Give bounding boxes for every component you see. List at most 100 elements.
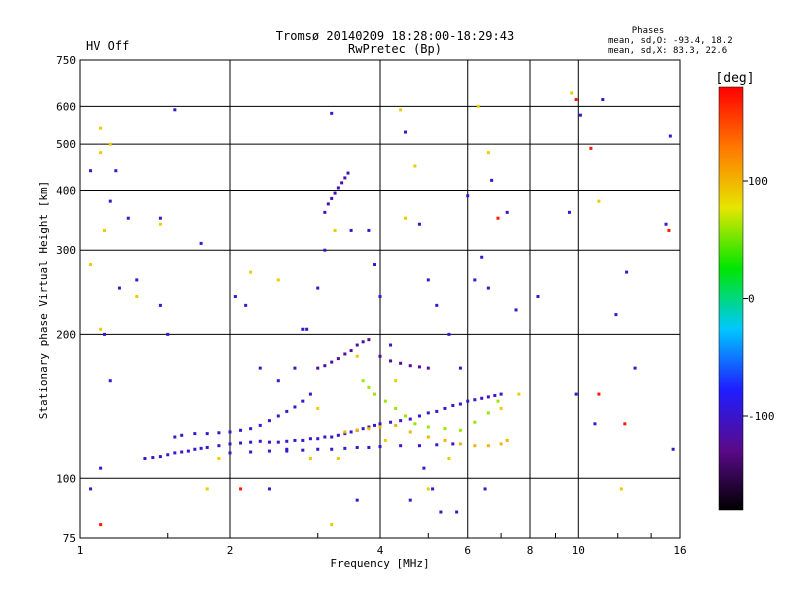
data-point	[217, 444, 221, 448]
data-point	[458, 402, 462, 406]
data-point	[480, 255, 484, 259]
data-point	[267, 419, 271, 423]
data-point	[514, 308, 518, 312]
data-point	[614, 313, 618, 317]
data-point	[394, 423, 398, 427]
data-point	[89, 487, 93, 491]
data-point	[249, 440, 253, 444]
data-point	[408, 417, 412, 421]
data-point	[447, 456, 451, 460]
data-point	[625, 270, 629, 274]
data-point	[316, 447, 320, 451]
data-point	[473, 420, 477, 424]
data-point	[389, 343, 393, 347]
data-point	[399, 108, 403, 112]
data-point	[378, 445, 382, 449]
data-point	[166, 332, 170, 336]
data-point	[394, 379, 398, 383]
data-point	[330, 447, 334, 451]
data-point	[517, 392, 521, 396]
data-point	[108, 199, 112, 203]
data-point	[158, 216, 162, 220]
y-tick-label: 75	[63, 532, 76, 545]
data-point	[323, 210, 327, 214]
data-point	[293, 405, 297, 409]
status-label: HV Off	[86, 39, 129, 53]
x-tick-label: 16	[673, 544, 686, 557]
y-tick-label: 400	[56, 184, 76, 197]
data-point	[499, 406, 503, 410]
chart-subtitle: RwPretec (Bp)	[348, 42, 442, 56]
data-point	[399, 361, 403, 365]
x-tick-label: 2	[227, 544, 234, 557]
y-axis-label: Stationary phase Virtual Height [km]	[37, 181, 50, 419]
data-point	[480, 396, 484, 400]
data-point	[505, 438, 509, 442]
y-tick-label: 300	[56, 244, 76, 257]
data-point	[158, 222, 162, 226]
data-point	[343, 446, 347, 450]
data-point	[199, 241, 203, 245]
data-point	[486, 151, 490, 155]
data-point	[383, 438, 387, 442]
data-point	[249, 270, 253, 274]
data-point	[413, 422, 417, 426]
data-point	[239, 441, 243, 445]
data-point	[496, 216, 500, 220]
data-point	[355, 445, 359, 449]
data-point	[597, 199, 601, 203]
data-point	[249, 450, 253, 454]
y-tick-label: 600	[56, 100, 76, 113]
data-point	[496, 399, 500, 403]
data-point	[426, 425, 430, 429]
data-point	[343, 432, 347, 436]
data-point	[455, 510, 459, 514]
data-point	[403, 414, 407, 418]
data-point	[417, 444, 421, 448]
data-point	[343, 352, 347, 356]
data-point	[493, 393, 497, 397]
data-point	[301, 448, 305, 452]
data-point	[126, 216, 130, 220]
data-point	[333, 191, 337, 195]
data-point	[173, 435, 177, 439]
data-point	[308, 456, 312, 460]
data-point	[103, 332, 107, 336]
data-point	[193, 447, 197, 451]
colorbar-tick-label: 0	[748, 293, 755, 306]
data-point	[135, 295, 139, 299]
data-point	[671, 447, 675, 451]
x-tick-label: 8	[527, 544, 534, 557]
data-point	[408, 364, 412, 368]
data-point	[346, 171, 350, 175]
data-point	[239, 487, 243, 491]
data-point	[367, 385, 371, 389]
phases-o: mean, sd,O: -93.4, 18.2	[608, 36, 733, 46]
data-point	[378, 354, 382, 358]
data-point	[486, 395, 490, 399]
data-point	[186, 449, 190, 453]
data-point	[108, 142, 112, 146]
data-point	[623, 422, 627, 426]
data-point	[267, 487, 271, 491]
x-axis: 1 2 4 6 8 10 16	[77, 533, 687, 557]
data-point	[336, 357, 340, 361]
x-axis-label: Frequency [MHz]	[330, 557, 429, 570]
phases-x: mean, sd,X: 83.3, 22.6	[608, 46, 727, 56]
data-point	[217, 431, 221, 435]
y-tick-label: 750	[56, 54, 76, 67]
data-point	[166, 453, 170, 457]
data-point	[323, 248, 327, 252]
data-point	[447, 332, 451, 336]
data-point	[258, 423, 262, 427]
data-point	[205, 445, 209, 449]
colorbar-tick-label: -100	[748, 410, 775, 423]
data-point	[466, 194, 470, 198]
data-point	[173, 108, 177, 112]
data-point	[355, 354, 359, 358]
data-point	[578, 113, 582, 117]
data-point	[439, 510, 443, 514]
data-point	[267, 449, 271, 453]
data-point	[323, 435, 327, 439]
data-point	[373, 263, 377, 267]
